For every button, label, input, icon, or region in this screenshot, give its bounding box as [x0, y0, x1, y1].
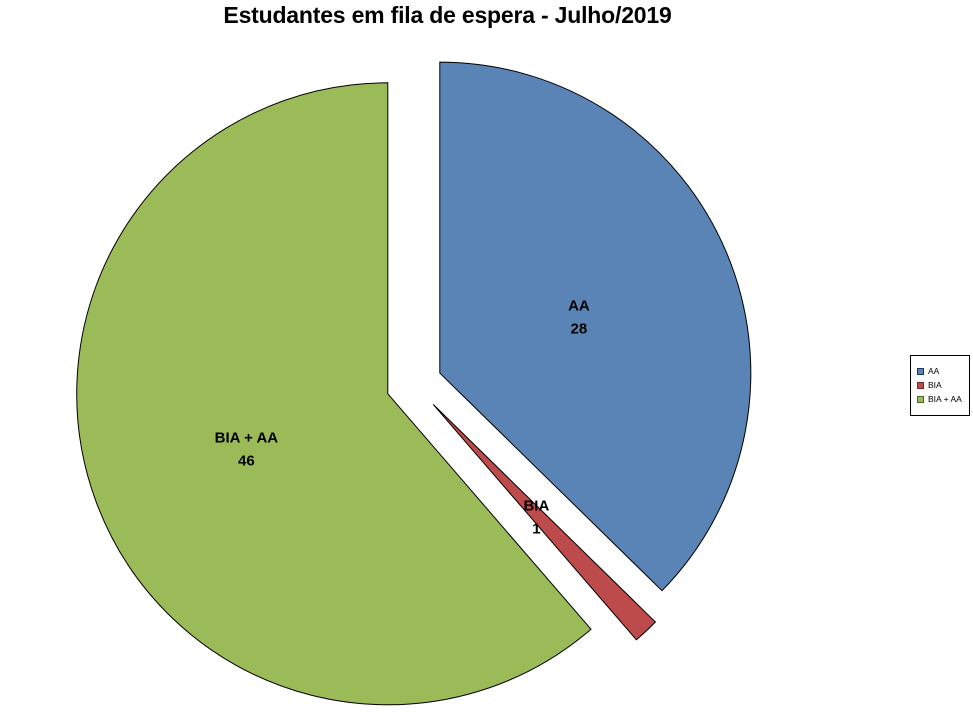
legend-swatch-bia	[917, 382, 924, 389]
legend-swatch-bia-aa	[917, 396, 924, 403]
pie-slice-bia-aa	[76, 82, 592, 706]
slice-label-bia-aa: BIA + AA 46	[215, 429, 279, 469]
pie-slice-aa	[439, 61, 752, 592]
pie-slice-bia	[432, 404, 657, 641]
legend-item-bia-aa: BIA + AA	[917, 395, 969, 404]
slice-label-aa: AA 28	[568, 298, 590, 338]
legend-item-bia: BIA	[917, 381, 969, 390]
legend: AA BIA BIA + AA	[910, 355, 970, 416]
legend-label-bia-aa: BIA + AA	[928, 394, 962, 404]
legend-item-aa: AA	[917, 367, 969, 376]
legend-label-aa: AA	[928, 366, 940, 376]
slice-label-bia: BIA 1	[523, 497, 549, 537]
chart-title: Estudantes em fila de espera - Julho/201…	[223, 2, 672, 28]
legend-label-bia: BIA	[928, 380, 942, 390]
legend-swatch-aa	[917, 368, 924, 375]
